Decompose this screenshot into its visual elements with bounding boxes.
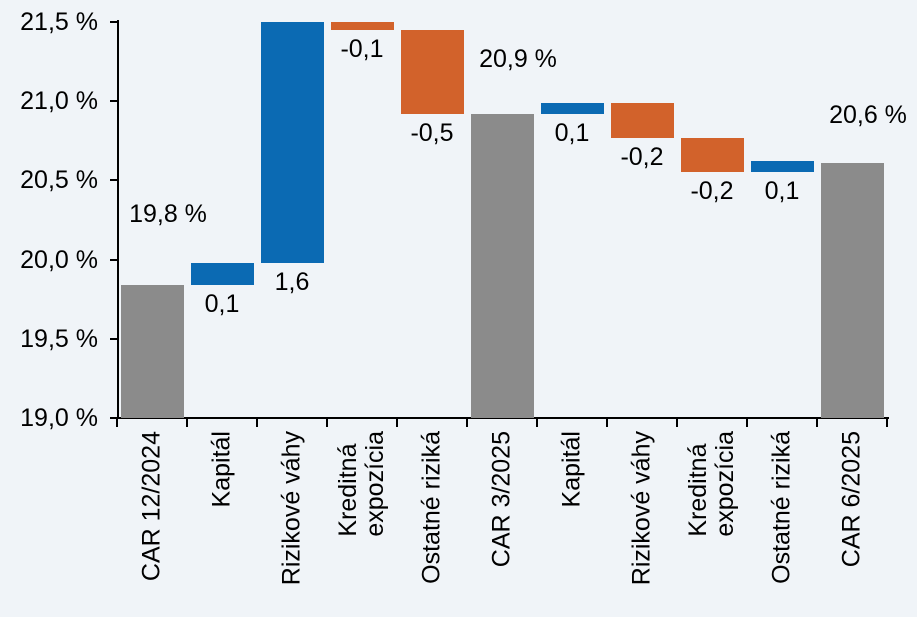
waterfall-bar-increase (540, 102, 604, 114)
x-axis-category-label: Ostatné riziká (767, 431, 796, 584)
y-axis-tick-label: 21,0 % (20, 87, 98, 116)
x-axis-category-label: Rizikové váhy (627, 431, 656, 586)
x-axis-category-label: CAR 3/2025 (487, 431, 516, 568)
x-axis-category-label: CAR 6/2025 (837, 431, 866, 568)
y-axis-tick (110, 100, 117, 103)
x-axis-category-label: Kreditná expozícia (334, 431, 389, 537)
y-axis-tick (110, 417, 117, 419)
bar-value-label: -0,2 (620, 142, 664, 171)
waterfall-bar-decrease (400, 29, 464, 114)
x-axis-tick (326, 419, 328, 427)
x-axis-category-label: Kapitál (557, 431, 586, 508)
x-axis-tick (396, 419, 398, 427)
bar-value-label: -0,1 (340, 34, 384, 63)
y-axis-tick-label: 20,0 % (20, 245, 98, 274)
x-axis-category-label: Rizikové váhy (277, 431, 306, 586)
bar-value-label: 19,8 % (129, 199, 207, 228)
waterfall-bar-total (470, 113, 534, 418)
bar-value-label: -0,5 (410, 118, 454, 147)
y-axis-tick-label: 20,5 % (20, 166, 98, 195)
y-axis-tick (110, 337, 117, 340)
x-axis-tick (116, 419, 118, 427)
y-axis-tick (110, 179, 117, 182)
x-axis-tick (536, 419, 538, 427)
x-axis-category-label: Kapitál (207, 431, 236, 508)
waterfall-bar-total (120, 284, 184, 418)
bar-value-label: 0,1 (764, 177, 800, 206)
y-axis-tick-label: 19,5 % (20, 324, 98, 353)
waterfall-bar-decrease (610, 102, 674, 138)
y-axis-tick (110, 258, 117, 261)
bar-value-label: 0,1 (204, 289, 240, 318)
y-axis-line (117, 20, 119, 419)
x-axis-tick (676, 419, 678, 427)
y-axis-tick-label: 19,0 % (20, 404, 98, 432)
x-axis-tick (186, 419, 188, 427)
x-axis-tick (746, 419, 748, 427)
x-axis-line (117, 417, 889, 419)
x-axis-category-label: Ostatné riziká (417, 431, 446, 584)
waterfall-bar-increase (190, 262, 254, 285)
waterfall-bar-decrease (330, 22, 394, 30)
x-axis-category-label: Kreditná expozícia (684, 431, 739, 537)
bar-value-label: 0,1 (554, 118, 590, 147)
x-axis-tick (466, 419, 468, 427)
x-axis-tick (256, 419, 258, 427)
x-axis-category-label: CAR 12/2024 (137, 431, 166, 582)
waterfall-bar-total (820, 162, 884, 418)
x-axis-tick (816, 419, 818, 427)
bar-value-label: 20,6 % (829, 100, 907, 129)
y-axis-tick (110, 21, 117, 23)
bar-value-label: 20,9 % (479, 44, 557, 73)
waterfall-bar-increase (750, 161, 814, 173)
bar-value-label: -0,2 (690, 177, 734, 206)
waterfall-bar-increase (260, 22, 324, 263)
waterfall-bar-decrease (680, 137, 744, 173)
x-axis-tick (606, 419, 608, 427)
x-axis-tick (886, 419, 888, 427)
bar-value-label: 1,6 (274, 267, 310, 296)
y-axis-tick-label: 21,5 % (20, 8, 98, 36)
